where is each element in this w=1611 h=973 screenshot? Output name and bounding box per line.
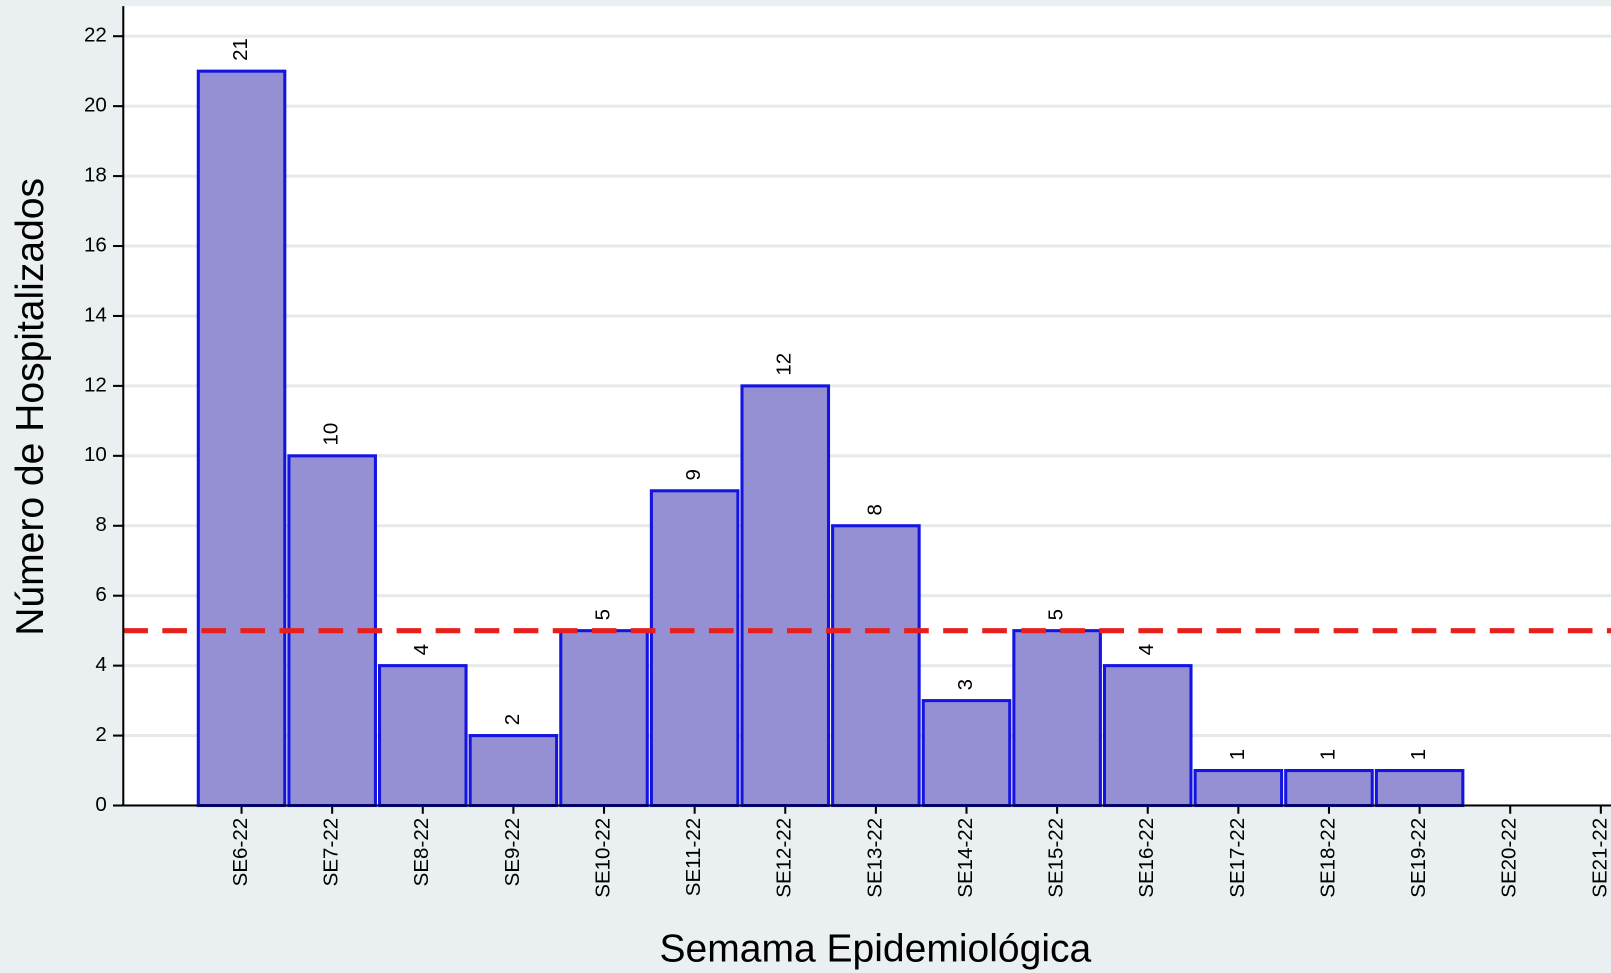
value-label: 10 [320,423,343,446]
x-tick-label: SE15-22 [1045,818,1068,898]
value-label: 4 [1135,644,1158,655]
y-tick-label: 16 [84,233,107,256]
value-label: 8 [863,504,886,515]
bar [740,384,831,808]
y-tick-label: 0 [95,793,106,816]
y-tick-label: 6 [95,583,106,606]
x-tick-label: SE14-22 [954,818,977,898]
y-tick-label: 10 [84,443,107,466]
x-tick-label: SE18-22 [1316,818,1339,898]
y-tick-label: 8 [95,513,106,536]
value-label: 1 [1316,749,1339,760]
x-tick-label: SE8-22 [410,818,433,886]
bar [1193,769,1284,808]
value-label: 1 [1407,749,1430,760]
y-tick-label: 4 [95,653,106,676]
value-label: 21 [229,38,252,61]
x-tick-label: SE13-22 [863,818,886,898]
bar [921,699,1012,808]
x-tick-label: SE17-22 [1226,818,1249,898]
x-tick-label: SE7-22 [320,818,343,886]
value-label: 9 [682,469,705,480]
bar [196,69,287,808]
x-axis-title: Semama Epidemiológica [659,928,1091,971]
value-label: 3 [954,679,977,690]
y-tick-label: 18 [84,164,107,187]
bar [1102,664,1193,808]
bar [1374,769,1465,808]
value-label: 12 [773,353,796,376]
value-label: 4 [410,644,433,655]
y-tick-label: 14 [84,303,107,326]
bar [1012,629,1102,808]
value-label: 1 [1226,749,1249,760]
y-axis-title: Número de Hospitalizados [9,178,52,636]
x-tick-label: SE16-22 [1135,818,1158,898]
value-label: 5 [591,609,614,620]
bar [1284,769,1374,808]
y-tick-label: 2 [95,723,106,746]
bar [649,489,740,808]
bar [377,664,468,808]
bar [559,629,649,808]
x-tick-label: SE12-22 [773,818,796,898]
bar [468,734,559,808]
y-tick-label: 12 [84,373,107,396]
value-label: 2 [501,714,524,725]
x-tick-label: SE10-22 [591,818,614,898]
y-tick-label: 20 [84,94,107,117]
x-tick-label: SE9-22 [501,818,524,886]
x-tick-label: SE20-22 [1498,818,1521,898]
x-tick-label: SE11-22 [682,818,705,896]
x-tick-label: SE6-22 [229,818,252,886]
value-label: 5 [1045,609,1068,620]
bar [831,524,921,808]
x-tick-label: SE21-22 [1588,818,1611,898]
x-tick-label: SE19-22 [1407,818,1430,898]
y-tick-label: 22 [84,24,107,47]
